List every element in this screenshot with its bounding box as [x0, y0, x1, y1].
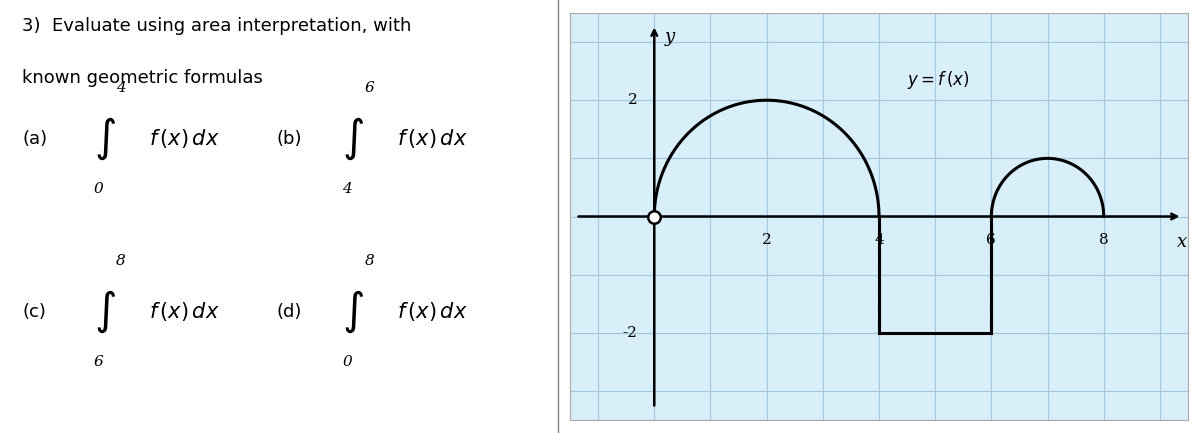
Text: 2: 2 — [628, 93, 637, 107]
Text: (d): (d) — [276, 303, 301, 321]
Text: -2: -2 — [623, 326, 637, 340]
Text: 8: 8 — [116, 255, 126, 268]
Text: $f\,(x)\,dx$: $f\,(x)\,dx$ — [149, 127, 220, 150]
Text: x: x — [1177, 233, 1187, 251]
Text: 2: 2 — [762, 233, 772, 247]
Text: 4: 4 — [116, 81, 126, 95]
Text: known geometric formulas: known geometric formulas — [22, 69, 263, 87]
Text: 6: 6 — [986, 233, 996, 247]
Text: $\int$: $\int$ — [342, 288, 365, 335]
Text: 8: 8 — [365, 255, 374, 268]
Text: 6: 6 — [94, 355, 103, 369]
Text: 4: 4 — [342, 182, 352, 196]
Text: 0: 0 — [342, 355, 352, 369]
Text: 0: 0 — [94, 182, 103, 196]
Text: $f\,(x)\,dx$: $f\,(x)\,dx$ — [149, 300, 220, 323]
Text: $f\,(x)\,dx$: $f\,(x)\,dx$ — [397, 300, 468, 323]
Text: 6: 6 — [365, 81, 374, 95]
Text: 8: 8 — [1099, 233, 1109, 247]
Text: (a): (a) — [22, 129, 47, 148]
Text: 4: 4 — [874, 233, 884, 247]
Text: 3)  Evaluate using area interpretation, with: 3) Evaluate using area interpretation, w… — [22, 17, 412, 36]
Text: $\int$: $\int$ — [94, 115, 116, 162]
Text: (b): (b) — [276, 129, 301, 148]
Text: $y=f\,(x)$: $y=f\,(x)$ — [907, 69, 970, 91]
Text: $\int$: $\int$ — [342, 115, 365, 162]
Text: y: y — [665, 28, 674, 45]
Text: $f\,(x)\,dx$: $f\,(x)\,dx$ — [397, 127, 468, 150]
Text: (c): (c) — [22, 303, 46, 321]
Text: $\int$: $\int$ — [94, 288, 116, 335]
